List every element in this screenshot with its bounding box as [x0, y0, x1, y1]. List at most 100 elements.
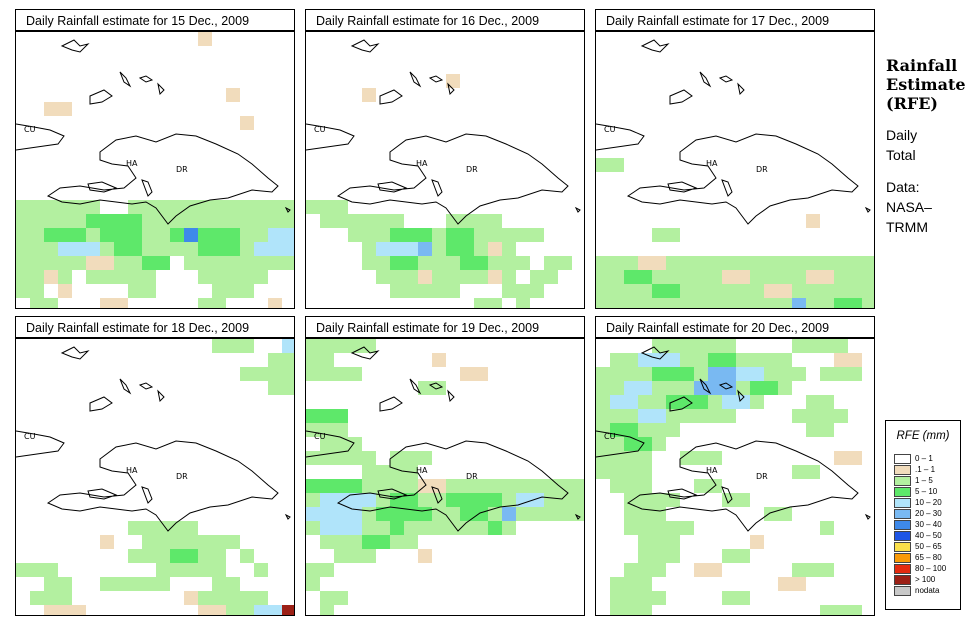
rain-cell [320, 563, 334, 577]
rain-cell [862, 270, 874, 284]
rain-cell [708, 395, 722, 409]
rain-cell [254, 367, 268, 381]
rain-cell [306, 479, 320, 493]
rain-cell [848, 353, 862, 367]
map-svg: CU HA DR [16, 339, 294, 615]
rain-cell [596, 270, 610, 284]
rain-cell [516, 298, 530, 308]
country-label-dominican-republic: DR [176, 165, 188, 174]
rain-cell [226, 284, 240, 298]
sidebar: Rainfall Estimate (RFE) Daily Total Data… [886, 56, 971, 237]
rain-cell [764, 298, 778, 308]
rain-cell [624, 465, 638, 479]
rain-cell [446, 214, 460, 228]
rain-cell [638, 535, 652, 549]
rain-cell [652, 367, 666, 381]
rain-cell [44, 605, 58, 615]
rain-cell [362, 256, 376, 270]
rain-cell [652, 228, 666, 242]
rain-cell [226, 200, 240, 214]
rain-cell [652, 381, 666, 395]
rain-cell [390, 256, 404, 270]
rain-cell [86, 270, 100, 284]
rain-cell [736, 353, 750, 367]
legend-item: 1 – 5 [894, 475, 946, 486]
rain-cell [198, 549, 212, 563]
rain-cell [198, 200, 212, 214]
rain-cell [820, 367, 834, 381]
rain-cell [624, 451, 638, 465]
country-label-haiti: HA [126, 466, 138, 475]
rain-cell [282, 605, 294, 615]
rain-cell [306, 200, 320, 214]
rain-cell [624, 577, 638, 591]
rain-cell [834, 256, 848, 270]
rain-cell [58, 591, 72, 605]
rain-cell [128, 521, 142, 535]
rain-cell [638, 507, 652, 521]
rain-cell [114, 298, 128, 308]
rain-cell [348, 549, 362, 563]
rain-cell [820, 605, 834, 615]
rain-cell [58, 284, 72, 298]
rain-cell [390, 284, 404, 298]
rain-cell [666, 367, 680, 381]
rain-cell [764, 353, 778, 367]
legend-swatch [894, 585, 911, 596]
rain-cell [142, 577, 156, 591]
rain-cell [638, 298, 652, 308]
rain-cell [418, 451, 432, 465]
rain-cell [722, 353, 736, 367]
rain-cell [596, 409, 610, 423]
rain-cell [16, 563, 30, 577]
rain-cell [376, 521, 390, 535]
rain-cell [610, 395, 624, 409]
legend-swatch [894, 486, 911, 497]
rain-cell [390, 270, 404, 284]
rain-cell [750, 270, 764, 284]
rain-cell [474, 367, 488, 381]
rain-cell [516, 493, 530, 507]
rain-cell [460, 256, 474, 270]
rain-cell [30, 214, 44, 228]
rain-cell [30, 284, 44, 298]
rain-cell [212, 549, 226, 563]
rain-cell [488, 298, 502, 308]
rain-cell [694, 563, 708, 577]
rain-cell [610, 605, 624, 615]
rain-cell [460, 270, 474, 284]
rain-cell [268, 200, 282, 214]
rain-cell [596, 437, 610, 451]
rain-cell [610, 284, 624, 298]
rain-cell [680, 381, 694, 395]
rain-cell [156, 256, 170, 270]
rain-cell [624, 521, 638, 535]
rain-cell [792, 298, 806, 308]
legend-swatch [894, 497, 911, 508]
coastline [16, 346, 291, 532]
rain-cell [212, 298, 226, 308]
rain-cell [708, 451, 722, 465]
rain-cell [502, 242, 516, 256]
rain-cell [736, 270, 750, 284]
rain-cell [376, 465, 390, 479]
rain-cell [820, 339, 834, 353]
rain-cell [638, 479, 652, 493]
rain-cell [212, 200, 226, 214]
rain-cell [198, 298, 212, 308]
rain-cell [240, 284, 254, 298]
rain-cell [306, 493, 320, 507]
rain-cell [334, 437, 348, 451]
rain-cell [652, 409, 666, 423]
rain-cell [460, 228, 474, 242]
rain-cell [282, 353, 294, 367]
rain-cell [610, 367, 624, 381]
rain-cell [610, 409, 624, 423]
rain-cell [722, 409, 736, 423]
rain-cell [240, 549, 254, 563]
rain-cell [610, 298, 624, 308]
rain-cell [432, 521, 446, 535]
rain-cell [306, 353, 320, 367]
rain-cell [16, 270, 30, 284]
rain-cell [72, 214, 86, 228]
